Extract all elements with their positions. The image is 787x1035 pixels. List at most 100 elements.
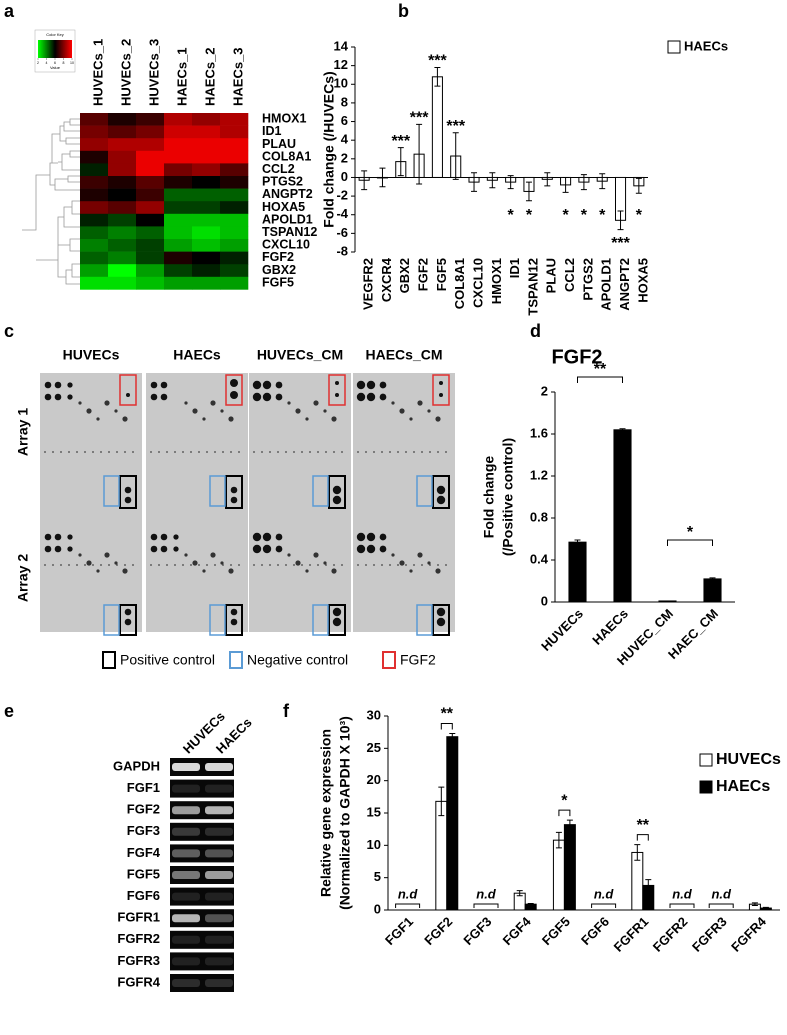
array-spot [275, 381, 283, 389]
heatmap-cell [136, 163, 165, 177]
array-spot [252, 392, 262, 402]
legend-swatch [229, 651, 243, 669]
array-spot [365, 564, 367, 566]
array-spot [397, 451, 399, 453]
array-spot [417, 552, 423, 558]
array-image [146, 373, 248, 632]
array-row-label: Array 2 [15, 554, 31, 602]
array-spot [333, 564, 335, 566]
heatmap-cell [108, 239, 137, 252]
array-spot [160, 545, 168, 553]
legend-swatch [667, 40, 681, 54]
heatmap-cell [136, 150, 165, 164]
positive-control-box [119, 475, 137, 509]
color-key-label: Value [50, 65, 61, 70]
array-spot [366, 544, 376, 554]
array-spot [76, 564, 78, 566]
array-spot [44, 564, 46, 566]
heatmap-cell [108, 251, 137, 265]
x-tick-label: FGF3 [460, 914, 494, 948]
x-tick-label: FGFR3 [689, 914, 730, 955]
heatmap-cell [80, 251, 109, 265]
heatmap-cell [192, 213, 221, 227]
row-label: FGF2 [262, 250, 294, 264]
array-spot [435, 416, 441, 422]
array-spot [262, 532, 272, 542]
array-spot [397, 564, 399, 566]
error-bar [507, 175, 514, 190]
array-spot [439, 381, 443, 385]
x-tick-label: FGF6 [578, 914, 612, 948]
array-spot [100, 451, 102, 453]
y-tick-label: 0 [374, 901, 381, 916]
heatmap-cell [108, 138, 137, 152]
array-spot [269, 564, 271, 566]
array-spot [228, 416, 234, 422]
array-spot [269, 451, 271, 453]
array-spot [409, 417, 413, 421]
heatmap-cell [192, 125, 221, 139]
gel-band [205, 935, 233, 944]
significance: *** [410, 110, 429, 127]
x-tick-label: FGFR1 [611, 914, 652, 955]
y-axis-label: (/Positive control) [500, 438, 516, 556]
heatmap-cell [220, 188, 249, 202]
gel-band [172, 827, 200, 836]
heatmap-cell [136, 226, 165, 240]
row-label: CCL2 [262, 162, 295, 176]
array-spot [275, 545, 283, 553]
array-spot [160, 393, 168, 401]
heatmap-cell [164, 138, 193, 152]
array-spot [104, 552, 110, 558]
significance: ** [441, 706, 454, 723]
array-spot [210, 400, 216, 406]
array-spot [100, 564, 102, 566]
array-spot [277, 564, 279, 566]
array-spot [366, 392, 376, 402]
array-title: HUVECs [63, 347, 120, 363]
color-key-tick-label: 8 [63, 61, 65, 65]
error-bar [580, 174, 587, 191]
heatmap-cell [220, 113, 249, 126]
significance: ** [637, 817, 650, 834]
array-spot [287, 553, 291, 557]
gene-label: FGF1 [127, 780, 160, 795]
x-tick-label: HAECs [589, 606, 631, 648]
nd-label: n.d [711, 886, 732, 901]
nd-bracket [708, 903, 734, 908]
nd-bracket [473, 903, 499, 908]
array-spot [230, 391, 238, 399]
significance: *** [446, 118, 465, 135]
gel-band [172, 892, 200, 901]
heatmap-cell [164, 113, 193, 126]
array-spot [405, 564, 407, 566]
positive-control-box [328, 475, 346, 509]
heatmap-cell [108, 226, 137, 240]
array-spot [116, 564, 118, 566]
array-spot [293, 564, 295, 566]
x-tick-label: FGF2 [416, 258, 431, 291]
y-tick-label: 25 [367, 740, 381, 755]
heatmap-cell [136, 188, 165, 202]
array-spot [150, 533, 158, 541]
heatmap-cell [164, 150, 193, 164]
heatmap-cell [192, 188, 221, 202]
heatmap-cell [192, 138, 221, 152]
negative-control-box [103, 604, 120, 636]
gene-label: GAPDH [113, 758, 160, 773]
heatmap-cell [80, 113, 109, 126]
array-spot [365, 451, 367, 453]
y-tick-label: 14 [334, 38, 349, 53]
heatmap-cell [192, 176, 221, 189]
heatmap-cell [164, 125, 193, 139]
y-tick-label: 0 [541, 593, 548, 608]
x-tick-label: ANGPT2 [617, 258, 632, 311]
negative-control-box [103, 475, 120, 507]
error-bar [525, 181, 532, 202]
nd-bracket [591, 903, 617, 908]
array-spot [379, 381, 387, 389]
y-axis-label: Relative gene expression [318, 729, 334, 897]
gel-lane-strip [170, 909, 234, 928]
error-bar [397, 147, 404, 177]
